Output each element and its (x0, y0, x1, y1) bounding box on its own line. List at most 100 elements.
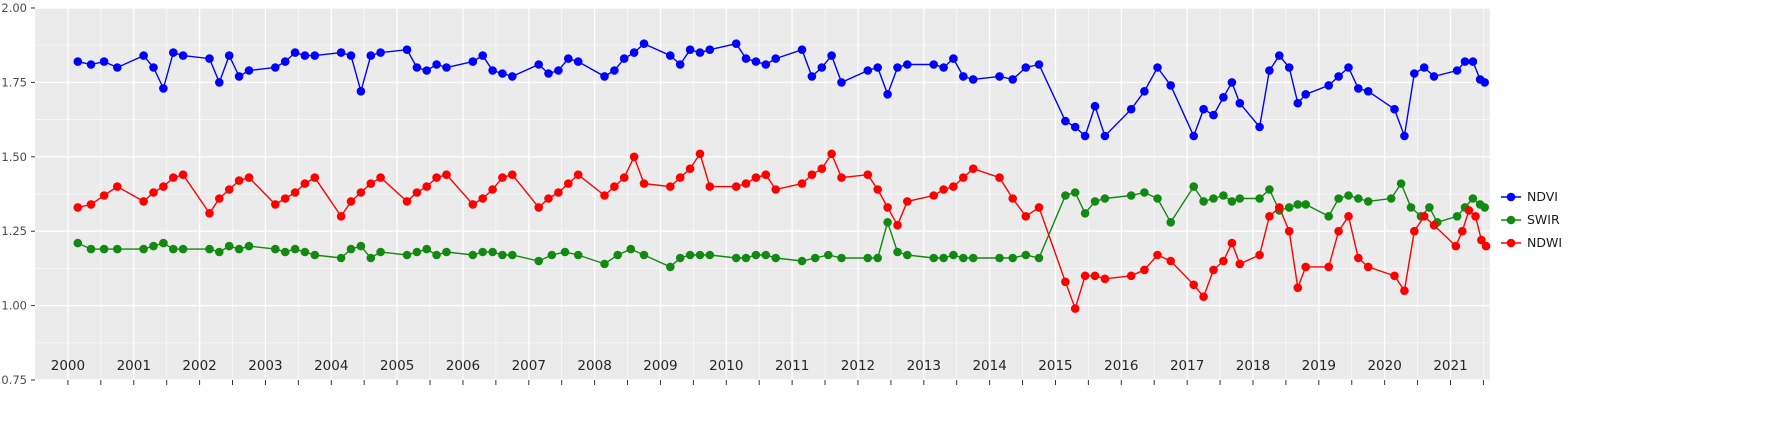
data-point-ndwi (468, 200, 478, 209)
data-point-ndwi (271, 200, 280, 209)
data-point-swir (751, 250, 761, 260)
data-point-ndvi (761, 60, 771, 69)
data-point-swir (929, 253, 938, 263)
y-tick-label: 1.00 (1, 299, 27, 313)
data-point-ndwi (1100, 274, 1110, 284)
y-tick-label: 0.75 (1, 373, 27, 387)
data-point-ndvi (1153, 63, 1162, 72)
data-point-swir (837, 253, 846, 263)
data-point-swir (1334, 194, 1343, 203)
legend-label-ndwi: NDWI (1527, 235, 1563, 250)
data-point-ndwi (508, 170, 517, 179)
data-point-ndvi (827, 51, 836, 60)
data-point-ndwi (903, 197, 912, 206)
data-point-ndwi (290, 188, 300, 197)
data-point-swir (1199, 197, 1208, 206)
data-point-swir (995, 253, 1004, 263)
data-point-ndvi (1255, 122, 1264, 132)
data-point-ndvi (1400, 131, 1409, 141)
data-point-ndwi (675, 173, 685, 182)
ndwi-series-key-icon (1501, 238, 1521, 248)
data-point-ndwi (356, 188, 366, 197)
data-point-ndvi (1275, 51, 1284, 60)
data-point-ndvi (949, 54, 958, 63)
data-point-swir (939, 253, 948, 263)
data-point-swir (86, 244, 96, 254)
data-point-ndwi (336, 212, 346, 221)
data-point-ndwi (1324, 262, 1333, 272)
data-point-ndvi (903, 60, 912, 69)
x-tick-label: 2018 (1236, 358, 1270, 374)
data-point-ndvi (1480, 78, 1489, 87)
y-tick-label: 2.00 (1, 1, 27, 15)
data-point-swir (1153, 194, 1162, 203)
data-point-ndwi (234, 176, 244, 185)
data-point-ndwi (1126, 271, 1136, 281)
data-point-ndvi (1390, 104, 1399, 114)
data-point-ndvi (639, 39, 649, 48)
data-point-swir (1227, 197, 1237, 206)
data-point-ndwi (1451, 241, 1461, 251)
data-point-ndwi (741, 179, 751, 188)
data-point-ndwi (280, 194, 290, 203)
data-point-ndvi (1008, 75, 1017, 84)
data-point-swir (468, 250, 478, 260)
data-point-swir (113, 244, 122, 254)
data-point-ndwi (629, 152, 639, 162)
data-point-ndwi (837, 173, 846, 182)
data-point-ndwi (1301, 262, 1310, 272)
data-point-ndwi (498, 173, 507, 182)
data-point-swir (675, 253, 685, 263)
data-point-ndwi (1265, 212, 1274, 221)
data-point-ndvi (159, 84, 168, 93)
data-point-swir (366, 253, 376, 263)
data-point-ndwi (1344, 212, 1353, 221)
data-point-swir (863, 253, 873, 263)
data-point-swir (99, 244, 109, 254)
data-point-ndvi (685, 45, 695, 54)
data-point-ndvi (1209, 110, 1218, 120)
data-point-swir (422, 244, 432, 254)
data-point-ndvi (402, 45, 412, 54)
data-point-ndvi (1334, 72, 1343, 81)
data-point-swir (534, 256, 543, 266)
data-point-ndvi (1166, 81, 1175, 90)
data-point-swir (968, 253, 978, 263)
data-point-ndwi (244, 173, 254, 182)
data-point-ndvi (178, 51, 188, 60)
data-point-ndwi (1080, 271, 1090, 281)
data-point-ndwi (1458, 226, 1467, 236)
data-point-ndvi (1219, 93, 1228, 102)
data-point-ndwi (1390, 271, 1399, 281)
data-point-swir (626, 244, 636, 254)
data-point-ndwi (610, 182, 619, 191)
data-point-swir (1070, 188, 1080, 197)
x-tick-label: 2011 (775, 358, 809, 374)
data-point-swir (893, 247, 902, 257)
data-point-ndwi (1293, 283, 1303, 293)
data-point-ndwi (300, 179, 310, 188)
data-point-swir (412, 247, 422, 257)
data-point-swir (73, 238, 83, 248)
data-point-ndwi (73, 203, 83, 212)
data-point-ndwi (639, 179, 649, 188)
data-point-ndvi (929, 60, 938, 69)
x-tick-label: 2006 (446, 358, 480, 374)
data-point-ndwi (1354, 253, 1363, 263)
x-tick-label: 2020 (1367, 358, 1401, 374)
data-point-ndvi (959, 72, 968, 81)
data-point-swir (810, 253, 820, 263)
data-point-ndwi (771, 185, 780, 194)
data-point-ndvi (564, 54, 573, 63)
data-point-ndvi (610, 66, 619, 75)
x-tick-label: 2010 (709, 358, 743, 374)
data-point-ndwi (1481, 241, 1491, 251)
data-point-ndvi (99, 57, 109, 66)
data-point-ndwi (488, 185, 497, 194)
data-point-swir (178, 244, 188, 254)
data-point-swir (903, 250, 912, 260)
data-point-swir (959, 253, 968, 263)
data-point-swir (1061, 191, 1070, 200)
data-point-ndvi (356, 87, 366, 96)
data-point-ndwi (1477, 235, 1486, 245)
